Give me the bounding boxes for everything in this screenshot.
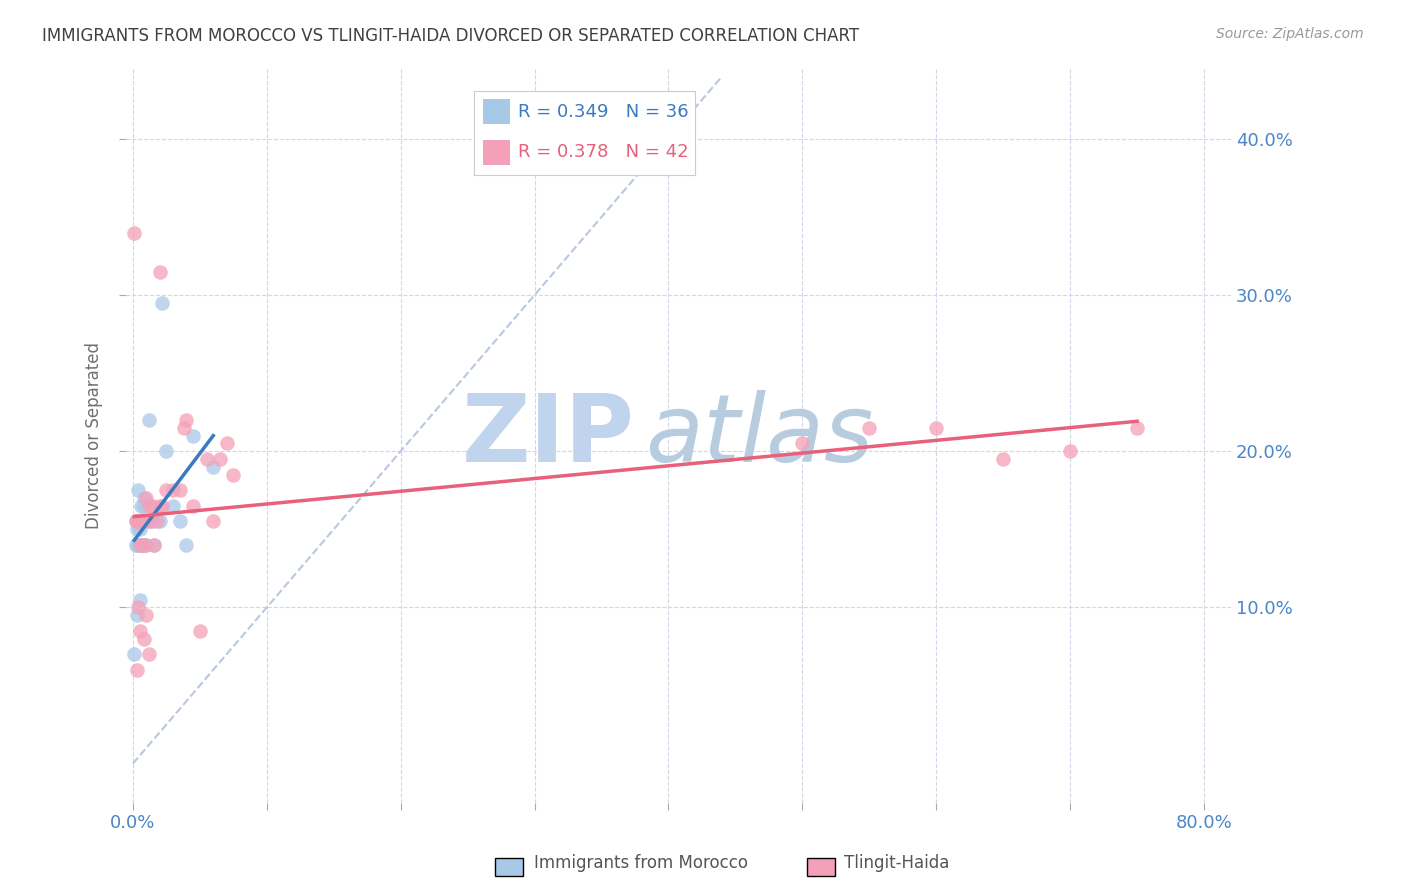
Point <box>169 483 191 498</box>
Point <box>155 444 177 458</box>
Point <box>150 499 173 513</box>
Point <box>135 608 157 623</box>
Point <box>138 499 160 513</box>
Point <box>127 483 149 498</box>
Point <box>125 663 148 677</box>
Point <box>181 428 204 442</box>
Point <box>124 538 146 552</box>
Point <box>135 515 157 529</box>
Text: Immigrants from Morocco: Immigrants from Morocco <box>534 855 748 872</box>
Point <box>792 436 814 450</box>
Point <box>162 499 184 513</box>
Text: IMMIGRANTS FROM MOROCCO VS TLINGIT-HAIDA DIVORCED OR SEPARATED CORRELATION CHART: IMMIGRANTS FROM MOROCCO VS TLINGIT-HAIDA… <box>42 27 859 45</box>
Point <box>129 515 152 529</box>
Point <box>215 436 238 450</box>
Point <box>202 459 225 474</box>
Point <box>208 452 231 467</box>
Point <box>138 413 160 427</box>
Point <box>173 421 195 435</box>
Point <box>139 515 162 529</box>
Point <box>142 499 165 513</box>
Point <box>150 295 173 310</box>
Point <box>132 499 155 513</box>
Point <box>143 538 166 552</box>
Point <box>149 264 172 278</box>
Point <box>139 515 162 529</box>
Point <box>1126 421 1149 435</box>
Point <box>1059 444 1081 458</box>
Point <box>142 515 165 529</box>
Y-axis label: Divorced or Separated: Divorced or Separated <box>86 342 103 529</box>
Point <box>131 538 153 552</box>
Point <box>127 515 149 529</box>
Point <box>143 538 166 552</box>
Point <box>181 499 204 513</box>
Point <box>128 515 150 529</box>
Point <box>129 538 152 552</box>
Point <box>135 491 157 505</box>
Point <box>125 515 148 529</box>
Text: Source: ZipAtlas.com: Source: ZipAtlas.com <box>1216 27 1364 41</box>
Point <box>202 515 225 529</box>
Point <box>149 515 172 529</box>
Point <box>169 515 191 529</box>
Point <box>127 515 149 529</box>
Point <box>176 538 198 552</box>
Point <box>132 491 155 505</box>
Point <box>128 538 150 552</box>
Point <box>138 647 160 661</box>
Point <box>125 538 148 552</box>
Point <box>128 592 150 607</box>
Point <box>129 515 152 529</box>
Point <box>162 483 184 498</box>
Point <box>125 522 148 536</box>
Point <box>925 421 948 435</box>
Point <box>122 226 145 240</box>
Point <box>128 538 150 552</box>
Point <box>127 600 149 615</box>
Point <box>132 632 155 646</box>
Text: atlas: atlas <box>645 390 873 481</box>
Point <box>132 515 155 529</box>
Point <box>124 515 146 529</box>
Point <box>195 452 218 467</box>
Point <box>131 515 153 529</box>
Point <box>155 483 177 498</box>
Point <box>122 647 145 661</box>
Point <box>149 499 172 513</box>
Point <box>128 522 150 536</box>
Point <box>858 421 880 435</box>
Point <box>135 538 157 552</box>
Point <box>125 608 148 623</box>
Point <box>124 515 146 529</box>
Point <box>222 467 245 482</box>
Point <box>134 538 156 552</box>
Point <box>134 538 156 552</box>
Point <box>176 413 198 427</box>
Point <box>993 452 1015 467</box>
Point <box>129 499 152 513</box>
Point <box>188 624 211 638</box>
Point <box>128 538 150 552</box>
Point <box>127 515 149 529</box>
Text: ZIP: ZIP <box>461 390 634 482</box>
Point <box>128 624 150 638</box>
Point <box>146 515 169 529</box>
Point <box>131 538 153 552</box>
Text: Tlingit-Haida: Tlingit-Haida <box>844 855 949 872</box>
